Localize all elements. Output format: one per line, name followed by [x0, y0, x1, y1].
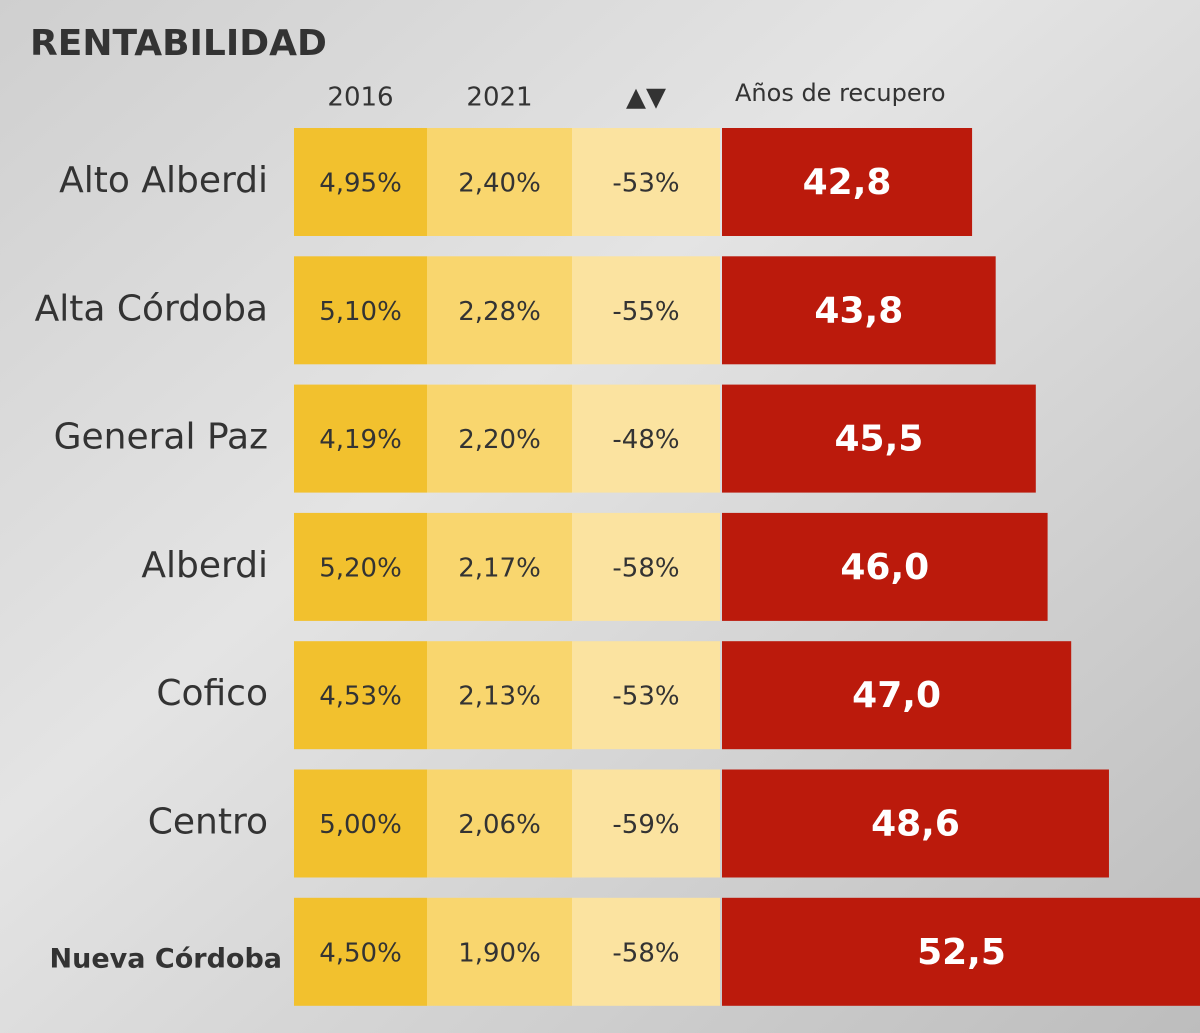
cell-text: 5,10% — [319, 297, 402, 327]
table-cell — [572, 512, 720, 621]
cell-text: 4,19% — [319, 425, 402, 455]
cell-text: 2,40% — [458, 169, 541, 199]
cell-text: -48% — [612, 425, 679, 455]
cell-text: 2,13% — [458, 682, 541, 712]
row-label: Alto Alberdi — [59, 160, 268, 201]
table-cell — [427, 256, 572, 365]
cell-text: 1,90% — [458, 938, 541, 968]
cell-text: 2,17% — [458, 553, 541, 583]
cell-text: 4,95% — [319, 169, 402, 199]
table-cell — [427, 128, 572, 236]
table-cell — [294, 384, 427, 493]
value-label: 47,0 — [852, 675, 941, 716]
chart-title: RENTABILIDAD — [30, 23, 327, 64]
row-label: Alta Córdoba — [35, 288, 268, 329]
table-cell — [294, 769, 427, 878]
table-cell — [427, 897, 572, 1006]
table-cell — [427, 512, 572, 621]
table-cell — [427, 769, 572, 878]
table-cell — [572, 128, 720, 236]
cell-text: 2,06% — [458, 810, 541, 840]
table-cell — [427, 384, 572, 493]
bar — [722, 641, 1072, 750]
bar — [722, 512, 1048, 621]
value-label: 52,5 — [917, 932, 1006, 973]
table-cell — [294, 256, 427, 365]
cell-text: -59% — [612, 810, 679, 840]
cell-text: -58% — [612, 553, 679, 583]
cell-text: 4,53% — [319, 682, 402, 712]
table-cell — [294, 128, 427, 236]
table-cell — [427, 641, 572, 750]
table-cell — [572, 897, 720, 1006]
value-label: 45,5 — [834, 419, 923, 460]
cell-text: 5,20% — [319, 553, 402, 583]
row-label: Alberdi — [141, 545, 268, 586]
table-cell — [572, 641, 720, 750]
value-label: 42,8 — [803, 162, 892, 203]
table-cell — [572, 256, 720, 365]
column-header: 2016 — [327, 83, 393, 113]
row-label: General Paz — [54, 417, 268, 458]
bar — [722, 769, 1109, 878]
cell-text: 4,50% — [319, 938, 402, 968]
value-label: 46,0 — [840, 547, 929, 588]
cell-text: -53% — [612, 682, 679, 712]
cell-text: -58% — [612, 938, 679, 968]
table-cell — [294, 512, 427, 621]
bar — [722, 384, 1036, 493]
bar — [722, 128, 973, 236]
row-label: Centro — [148, 802, 268, 843]
table-cell — [294, 641, 427, 750]
cell-text: 2,28% — [458, 297, 541, 327]
cell-text: 2,20% — [458, 425, 541, 455]
legend-label: Años de recupero — [735, 79, 946, 107]
table-cell — [572, 384, 720, 493]
table-cell — [294, 897, 427, 1006]
cell-text: -55% — [612, 297, 679, 327]
bar — [722, 256, 996, 365]
column-header: 2021 — [466, 83, 532, 113]
bar — [722, 897, 1200, 1006]
table-cell — [572, 769, 720, 878]
value-label: 43,8 — [814, 290, 903, 331]
row-label: Cofico — [156, 673, 268, 714]
row-label: Nueva Córdoba — [50, 943, 282, 974]
value-label: 48,6 — [871, 804, 960, 845]
cell-text: -53% — [612, 169, 679, 199]
column-header: ▲▼ — [626, 83, 666, 113]
cell-text: 5,00% — [319, 810, 402, 840]
